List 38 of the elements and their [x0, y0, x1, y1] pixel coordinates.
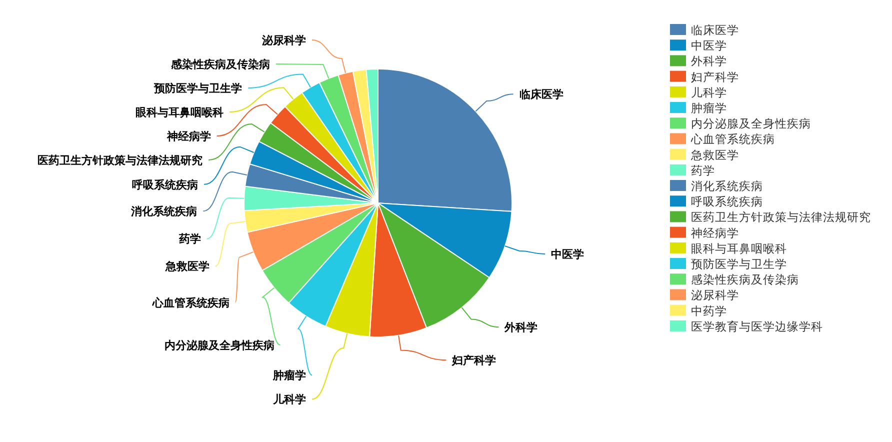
slice-label: 肿瘤学	[272, 368, 306, 382]
legend-label: 药学	[691, 163, 715, 178]
legend-label: 妇产科学	[691, 70, 739, 84]
legend-label: 中医学	[691, 38, 727, 53]
legend-label: 肿瘤学	[691, 101, 727, 116]
slice-label: 药学	[178, 232, 201, 246]
slice-label: 感染性疾病及传染病	[170, 58, 270, 71]
legend-label: 内分泌腺及全身性疾病	[691, 116, 811, 131]
slice-label: 呼吸系统疾病	[132, 178, 198, 192]
legend-label: 泌尿科学	[691, 288, 739, 302]
legend-label: 呼吸系统疾病	[691, 194, 763, 209]
legend-label: 中药学	[691, 304, 727, 318]
legend-label: 眼科与耳鼻咽喉科	[691, 241, 787, 256]
slice-label: 中医学	[551, 248, 584, 261]
legend-label: 消化系统疾病	[691, 179, 763, 194]
slice-label: 急救医学	[164, 260, 210, 274]
slice-label: 外科学	[504, 320, 538, 334]
legend-label: 儿科学	[691, 85, 727, 100]
legend-label: 心血管系统疾病	[690, 132, 775, 146]
legend-label: 医学教育与医学边缘学科	[691, 319, 823, 334]
slice-label: 妇产科学	[451, 354, 496, 367]
legend-label: 神经病学	[691, 226, 739, 240]
legend-label: 预防医学与卫生学	[691, 257, 787, 272]
legend-label: 临床医学	[691, 23, 739, 38]
slice-label: 神经病学	[166, 130, 211, 143]
slice-label: 医药卫生方针政策与法律法规研究	[38, 154, 203, 167]
legend-label: 感染性疾病及传染病	[691, 272, 799, 287]
slice-label: 心血管系统疾病	[151, 296, 230, 310]
slice-label: 预防医学与卫生学	[153, 82, 242, 95]
slice-label: 内分泌腺及全身性疾病	[164, 338, 274, 352]
legend-label: 医药卫生方针政策与法律法规研究	[691, 210, 871, 224]
slice-label: 临床医学	[519, 88, 564, 102]
slice-label: 眼科与耳鼻咽喉科	[136, 106, 224, 119]
legend-label: 急救医学	[690, 148, 739, 162]
slice-label: 儿科学	[272, 392, 306, 406]
legend-label: 外科学	[691, 54, 727, 68]
slice-label: 消化系统疾病	[130, 204, 198, 218]
slice-label: 泌尿科学	[261, 34, 306, 47]
